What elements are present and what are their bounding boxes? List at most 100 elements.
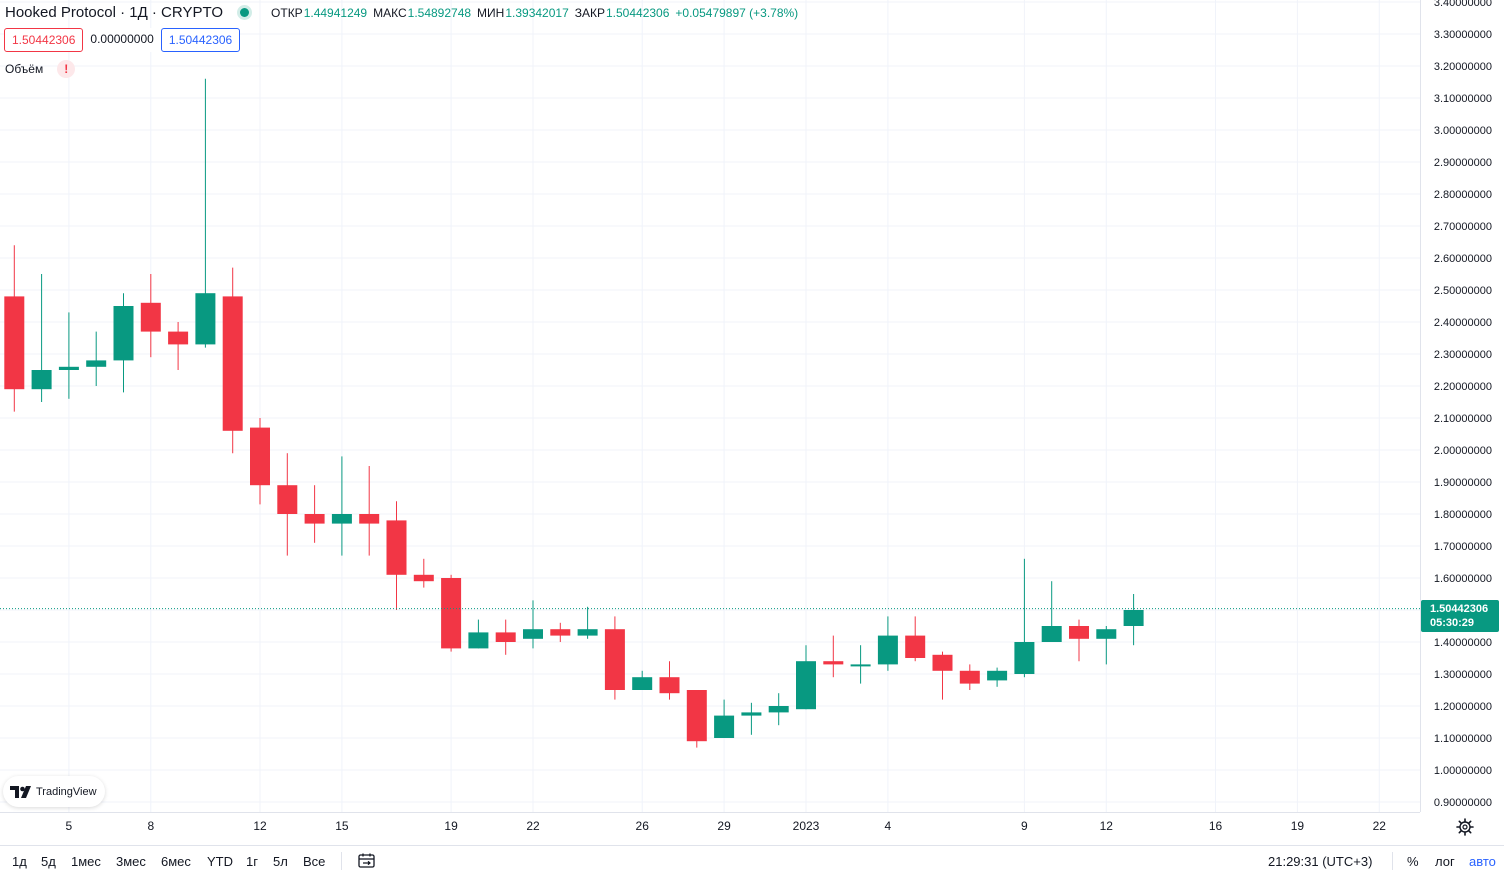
- open-label: ОТКР: [271, 5, 303, 20]
- candle-up: [113, 293, 134, 393]
- candle-body: [632, 677, 653, 690]
- timezone-clock[interactable]: 21:29:31 (UTC+3): [1268, 854, 1373, 869]
- candle-up: [714, 699, 735, 738]
- candles: [4, 78, 1144, 748]
- sell-button[interactable]: 1.50442306: [4, 28, 84, 52]
- high-value: 1.54892748: [407, 5, 472, 20]
- auto-scale-button[interactable]: авто: [1469, 854, 1496, 869]
- candle-body: [768, 706, 789, 713]
- candle-body: [905, 635, 926, 658]
- candle-up: [987, 667, 1008, 687]
- candle-up: [796, 645, 816, 710]
- y-tick-label: 2.80000000: [1434, 189, 1492, 201]
- candle-down: [250, 418, 270, 505]
- toolbar-divider: [1392, 852, 1393, 870]
- volume-label[interactable]: Объём: [5, 62, 44, 76]
- y-tick-label: 1.90000000: [1434, 477, 1492, 489]
- spread-value: 0.00000000: [83, 28, 161, 52]
- toolbar-divider: [341, 852, 342, 870]
- x-tick-label: 4: [885, 819, 892, 833]
- exclamation-icon[interactable]: !: [57, 60, 76, 78]
- close-value: 1.50442306: [606, 5, 670, 20]
- candle-down: [359, 466, 380, 556]
- percent-scale-button[interactable]: %: [1407, 854, 1419, 869]
- y-tick-label: 2.20000000: [1434, 381, 1492, 393]
- log-scale-button[interactable]: лог: [1435, 854, 1455, 869]
- symbol-title[interactable]: Hooked Protocol · 1Д · CRYPTO: [5, 4, 224, 21]
- y-tick-label: 2.50000000: [1434, 285, 1492, 297]
- gear-icon[interactable]: [1455, 817, 1475, 837]
- x-tick-label: 12: [253, 819, 267, 833]
- range-5d-button[interactable]: 5д: [41, 854, 56, 869]
- y-tick-label: 0.90000000: [1434, 797, 1492, 809]
- y-tick-label: 3.00000000: [1434, 125, 1492, 137]
- candle-down: [4, 245, 25, 412]
- bottom-toolbar: 1д 5д 1мес 3мес 6мес YTD 1г 5л Все 21:29…: [0, 845, 1504, 877]
- candle-down: [441, 574, 462, 652]
- x-tick-label: 16: [1209, 819, 1223, 833]
- range-ytd-button[interactable]: YTD: [207, 854, 233, 869]
- x-tick-label: 29: [717, 819, 731, 833]
- candle-down: [659, 661, 680, 700]
- y-tick-label: 3.10000000: [1434, 93, 1492, 105]
- x-tick-label: 8: [147, 819, 154, 833]
- x-tick-label: 2023: [793, 819, 820, 833]
- candle-up: [577, 606, 598, 639]
- candle-down: [168, 322, 189, 370]
- axes: 0.90000000 1.00000000 1.10000000 1.20000000…: [0, 0, 1492, 833]
- y-tick-label: 1.30000000: [1434, 669, 1492, 681]
- tradingview-logo-text: TradingView: [36, 785, 97, 798]
- date-range-icon[interactable]: [358, 853, 376, 869]
- candle-body: [1123, 610, 1144, 626]
- candle-body: [468, 632, 489, 649]
- candle-body: [58, 366, 79, 370]
- market-status-icon[interactable]: [240, 8, 250, 17]
- x-tick-label: 12: [1100, 819, 1114, 833]
- range-6m-button[interactable]: 6мес: [161, 854, 191, 869]
- range-5y-button[interactable]: 5л: [273, 854, 288, 869]
- symbol-legend: Hooked Protocol · 1Д · CRYPTO ОТКР 1.449…: [5, 4, 804, 21]
- candle-body: [331, 514, 352, 524]
- price-chart[interactable]: 0.90000000 1.00000000 1.10000000 1.20000000…: [0, 0, 1504, 845]
- tradingview-logo[interactable]: TradingView: [3, 776, 105, 807]
- candle-body: [523, 629, 543, 639]
- candle-down: [140, 274, 161, 358]
- candle-body: [796, 661, 816, 710]
- range-all-button[interactable]: Все: [303, 854, 326, 869]
- range-3m-button[interactable]: 3мес: [116, 854, 146, 869]
- y-tick-label: 1.00000000: [1434, 765, 1492, 777]
- range-1d-button[interactable]: 1д: [12, 854, 27, 869]
- candle-body: [577, 629, 598, 636]
- candle-body: [304, 514, 325, 524]
- candle-body: [222, 296, 243, 431]
- candle-body: [877, 635, 898, 665]
- candle-up: [31, 274, 52, 402]
- range-1m-button[interactable]: 1мес: [71, 854, 101, 869]
- x-tick-label: 19: [1291, 819, 1305, 833]
- y-tick-label: 3.30000000: [1434, 29, 1492, 41]
- candle-body: [86, 360, 107, 367]
- trade-buttons: 1.50442306 0.00000000 1.50442306: [4, 28, 241, 52]
- last-price-value: 1.50442306: [1430, 603, 1489, 615]
- candle-down: [905, 616, 926, 662]
- y-tick-label: 1.70000000: [1434, 541, 1492, 553]
- y-tick-label: 2.30000000: [1434, 349, 1492, 361]
- y-tick-label: 3.20000000: [1434, 61, 1492, 73]
- y-tick-label: 1.40000000: [1434, 637, 1492, 649]
- candle-body: [495, 632, 516, 642]
- candle-down: [1069, 619, 1089, 662]
- candle-down: [604, 616, 625, 700]
- candle-body: [4, 296, 25, 390]
- range-1y-button[interactable]: 1г: [246, 854, 258, 869]
- y-tick-label: 1.10000000: [1434, 733, 1492, 745]
- buy-button[interactable]: 1.50442306: [160, 28, 241, 52]
- candle-body: [1069, 626, 1089, 639]
- candle-body: [932, 654, 953, 671]
- close-label: ЗАКР: [574, 5, 605, 20]
- candle-body: [604, 629, 625, 690]
- candle-up: [850, 645, 871, 684]
- candle-body: [1096, 629, 1117, 639]
- candle-body: [441, 578, 462, 649]
- tradingview-logo-icon: [10, 785, 31, 798]
